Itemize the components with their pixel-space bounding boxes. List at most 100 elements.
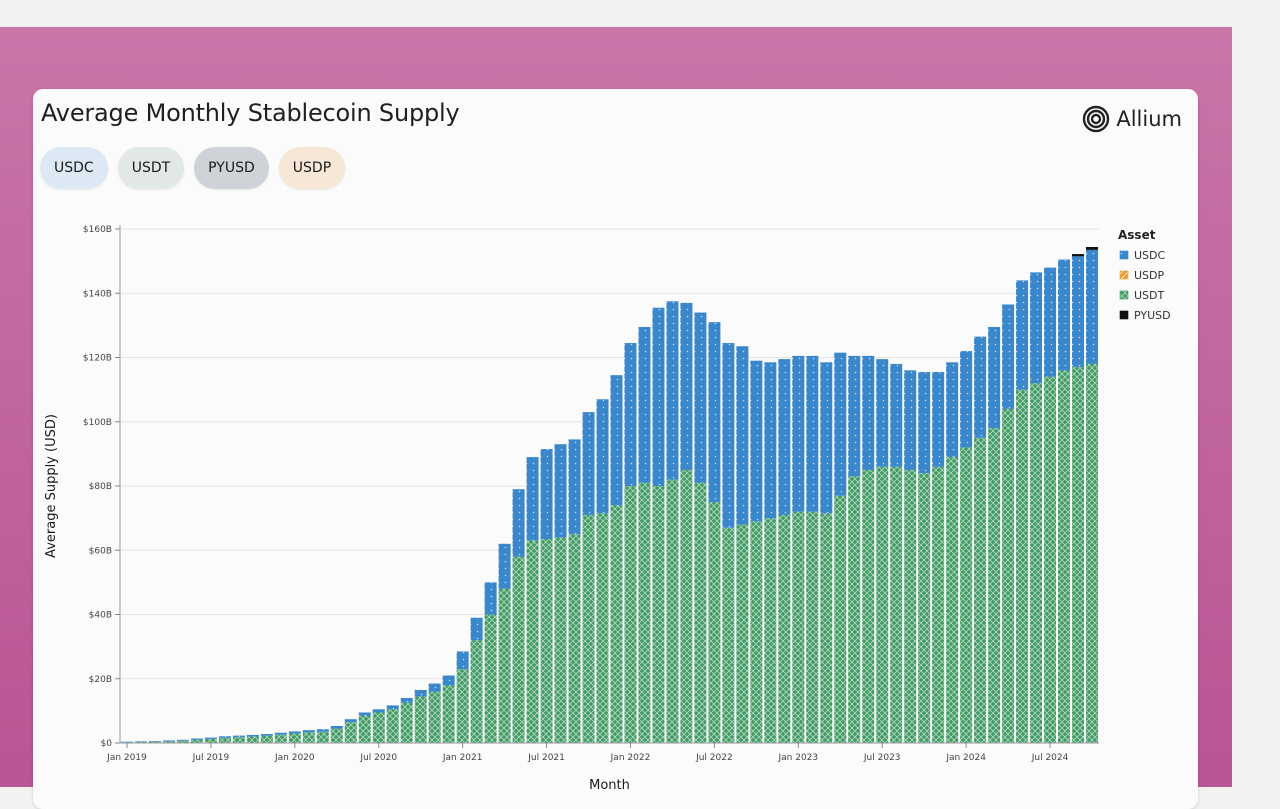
legend-label-pyusd: PYUSD	[1134, 309, 1171, 322]
bar-usdt-2022-07	[708, 502, 721, 743]
bar-usdt-2023-12	[946, 457, 959, 743]
axes: $0 $20B $40B $60B $80B $100B $120B $140B $160B Ja…	[83, 225, 1099, 763]
legend: Asset USDC USDP USDT PYUSD	[1118, 228, 1171, 322]
bar-usdt-2023-07	[876, 466, 889, 743]
bar-usdt-2024-10	[1085, 363, 1099, 743]
bar-usdt-2019-08	[218, 737, 231, 743]
bar-usdc-2021-01	[456, 651, 469, 670]
bar-usdc-2023-12	[946, 362, 959, 458]
bar-usdc-2021-05	[512, 489, 525, 557]
legend-label-usdp: USDP	[1134, 269, 1165, 282]
bar-usdc-2019-10	[246, 734, 259, 737]
bar-usdc-2023-02	[806, 355, 819, 512]
x-tick-label: Jan 2023	[777, 753, 818, 763]
y-tick-label: $20B	[89, 675, 112, 685]
bar-usdt-2022-12	[778, 514, 791, 743]
chip-usdc[interactable]: USDC	[40, 147, 108, 189]
bar-usdc-2019-04	[162, 740, 175, 742]
bar-usdc-2019-01	[120, 741, 134, 743]
bar-usdc-2023-01	[792, 355, 805, 512]
bar-usdc-2022-01	[624, 343, 637, 486]
bar-usdc-2024-02	[974, 336, 987, 438]
bar-usdt-2020-09	[400, 702, 413, 743]
bar-usdt-2020-07	[372, 712, 385, 743]
bar-usdc-2021-09	[568, 439, 581, 535]
bar-usdt-2020-01	[288, 733, 301, 743]
bar-usdt-2024-05	[1016, 389, 1029, 743]
bar-usdc-2021-02	[470, 617, 483, 641]
bar-usdt-2020-12	[442, 685, 455, 743]
bar-usdc-2019-09	[232, 735, 245, 738]
bar-usdt-2024-01	[960, 447, 973, 743]
bar-usdc-2023-10	[918, 371, 931, 474]
y-tick-label: $0	[101, 739, 113, 749]
bar-usdt-2020-04	[330, 728, 343, 743]
brand-logo: Allium	[1082, 105, 1182, 133]
bar-usdt-2024-03	[988, 428, 1001, 743]
x-tick-label: Jul 2024	[1031, 753, 1069, 763]
bar-pyusd-2024-09	[1072, 254, 1085, 257]
bar-pyusd-2024-10	[1085, 246, 1099, 250]
bar-usdc-2024-06	[1030, 272, 1043, 384]
bar-usdc-2023-08	[890, 363, 903, 467]
bar-usdt-2019-09	[232, 737, 245, 743]
bar-usdt-2021-02	[470, 640, 483, 743]
bar-usdc-2020-05	[344, 719, 357, 723]
y-tick-label: $60B	[89, 546, 112, 556]
legend-swatch-pyusd	[1119, 310, 1129, 320]
bar-usdt-2022-10	[750, 521, 763, 743]
bar-usdc-2023-07	[876, 359, 889, 467]
stacked-bar-chart: $0 $20B $40B $60B $80B $100B $120B $140B $160B Ja…	[44, 225, 1171, 793]
bar-usdc-2022-08	[722, 343, 735, 528]
bar-usdc-2019-06	[190, 738, 203, 740]
chart-card: Average Monthly Stablecoin Supply Allium…	[33, 89, 1198, 809]
allium-logo-icon	[1083, 105, 1110, 133]
bar-usdc-2022-02	[638, 326, 651, 483]
bar-usdt-2022-08	[722, 527, 735, 743]
bar-usdc-2020-04	[330, 725, 343, 729]
x-tick-label: Jul 2020	[359, 753, 397, 763]
bar-usdt-2023-02	[806, 511, 819, 743]
bar-usdc-2019-05	[176, 739, 189, 741]
chip-usdp[interactable]: USDP	[278, 147, 346, 189]
y-tick-label: $160B	[83, 225, 112, 235]
bar-usdc-2024-07	[1044, 267, 1057, 377]
bar-usdt-2021-09	[568, 534, 581, 743]
bar-usdc-2022-07	[708, 322, 721, 503]
bar-usdt-2022-05	[680, 469, 693, 743]
bar-usdt-2021-06	[526, 540, 539, 743]
legend-swatch-usdc	[1119, 250, 1129, 260]
bar-usdc-2020-08	[386, 705, 399, 710]
chip-pyusd[interactable]: PYUSD	[194, 147, 269, 189]
bar-usdt-2019-06	[190, 739, 203, 743]
bar-usdc-2021-03	[484, 582, 497, 615]
bar-usdt-2021-12	[610, 505, 623, 743]
bar-usdt-2020-08	[386, 709, 399, 743]
bar-usdc-2021-12	[610, 375, 623, 506]
bar-usdt-2020-06	[358, 715, 371, 743]
legend-label-usdt: USDT	[1134, 289, 1165, 302]
bar-usdt-2021-05	[512, 556, 525, 743]
bar-usdc-2021-06	[526, 457, 539, 541]
bar-usdc-2019-03	[148, 741, 161, 742]
bar-usdt-2024-06	[1030, 383, 1043, 743]
bar-usdt-2022-02	[638, 482, 651, 743]
bar-usdc-2024-04	[1002, 304, 1015, 409]
bar-usdt-2019-05	[176, 740, 189, 743]
chip-usdt[interactable]: USDT	[117, 147, 185, 189]
bar-usdt-2023-09	[904, 469, 917, 743]
asset-filter-chips: USDC USDT PYUSD USDP	[40, 147, 346, 189]
bar-usdt-2021-11	[596, 513, 609, 743]
bar-usdc-2024-10	[1085, 249, 1099, 364]
bar-usdc-2019-11	[260, 734, 273, 736]
y-tick-label: $140B	[83, 289, 112, 299]
bar-usdt-2023-10	[918, 473, 931, 743]
bar-usdc-2021-08	[554, 444, 567, 538]
bar-usdt-2021-08	[554, 537, 567, 743]
bar-usdc-2024-03	[988, 326, 1001, 429]
bar-usdt-2020-05	[344, 722, 357, 743]
x-tick-label: Jan 2019	[106, 753, 147, 763]
x-tick-label: Jan 2021	[442, 753, 483, 763]
bar-usdt-2024-04	[1002, 408, 1015, 743]
x-tick-label: Jul 2021	[527, 753, 565, 763]
